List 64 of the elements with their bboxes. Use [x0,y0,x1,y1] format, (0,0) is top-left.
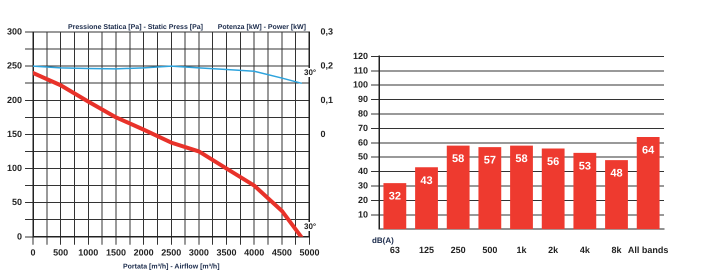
x-tick-label: 125 [419,245,434,256]
y-tick-label: 110 [353,65,368,76]
bar [415,167,438,230]
y-tick-label: 60 [358,137,368,148]
bar [605,160,628,230]
x-tick-label: 2500 [161,248,182,258]
data-label: 48 [610,168,623,180]
x-tick-label: All bands [628,245,668,256]
x-tick-label: 500 [53,248,68,258]
data-label: 43 [420,174,433,187]
data-label: 57 [484,154,496,167]
x-tick-label: 4k [580,245,591,256]
y-tick-label: 100 [352,80,368,90]
data-label: 56 [547,156,560,168]
data-label: 53 [578,160,591,172]
y-tick-label: 300 [6,26,22,36]
y2-tick-label: 0,2 [320,60,334,71]
x-tick-label: 0 [30,248,36,258]
data-label: 32 [388,190,401,203]
bar [383,183,406,230]
x-tick-label: 4000 [244,248,264,258]
y-tick-label: 40 [358,166,368,176]
x-tick-label: 2k [548,245,560,256]
y-tick-label: 90 [358,94,368,104]
bar [510,146,533,230]
y-tick-label: 200 [6,94,22,105]
x-tick-label: 1k [516,245,528,256]
data-label: 58 [515,153,528,166]
y-tick-label: 70 [358,122,368,133]
y-tick-label: 10 [358,209,368,220]
x-tick-label: 8k [611,245,622,256]
x-tick-label: 63 [390,245,400,256]
y-tick-label: 120 [352,50,368,61]
y-tick-label: 250 [6,60,22,71]
data-label: 58 [452,153,464,166]
x-tick-label: 3500 [216,248,237,258]
annotation: 30° [303,68,318,77]
x-axis-title: dB(A) [372,236,394,245]
y-tick-label: 20 [358,194,368,205]
bar [636,137,660,230]
y-tick-label: 100 [6,163,22,174]
y-tick-label: 50 [358,152,368,162]
x-tick-label: 250 [450,245,466,256]
y-tick-label: 30 [358,180,368,190]
bar [542,148,565,230]
y-tick-label: 150 [6,128,22,139]
x-tick-label: 4500 [272,248,292,258]
bar [446,146,470,230]
x-tick-label: 1500 [106,248,126,258]
data-label: 64 [642,144,656,157]
y2-tick-label: 0,1 [320,94,334,105]
x-tick-label: 5000 [299,248,320,258]
x-tick-label: 2000 [134,248,154,258]
y2-tick-label: 0 [320,128,326,139]
annotation: 30° [303,222,318,231]
x-tick-label: 3000 [188,248,209,258]
bar [478,147,502,230]
x-tick-label: 1000 [78,248,98,258]
y2-tick-label: 0,3 [320,26,334,36]
bar [573,152,596,230]
x-tick-label: 500 [482,245,498,256]
y-tick-label: 50 [12,197,22,208]
y-tick-label: 0 [17,231,22,242]
y-tick-label: 80 [358,108,368,118]
